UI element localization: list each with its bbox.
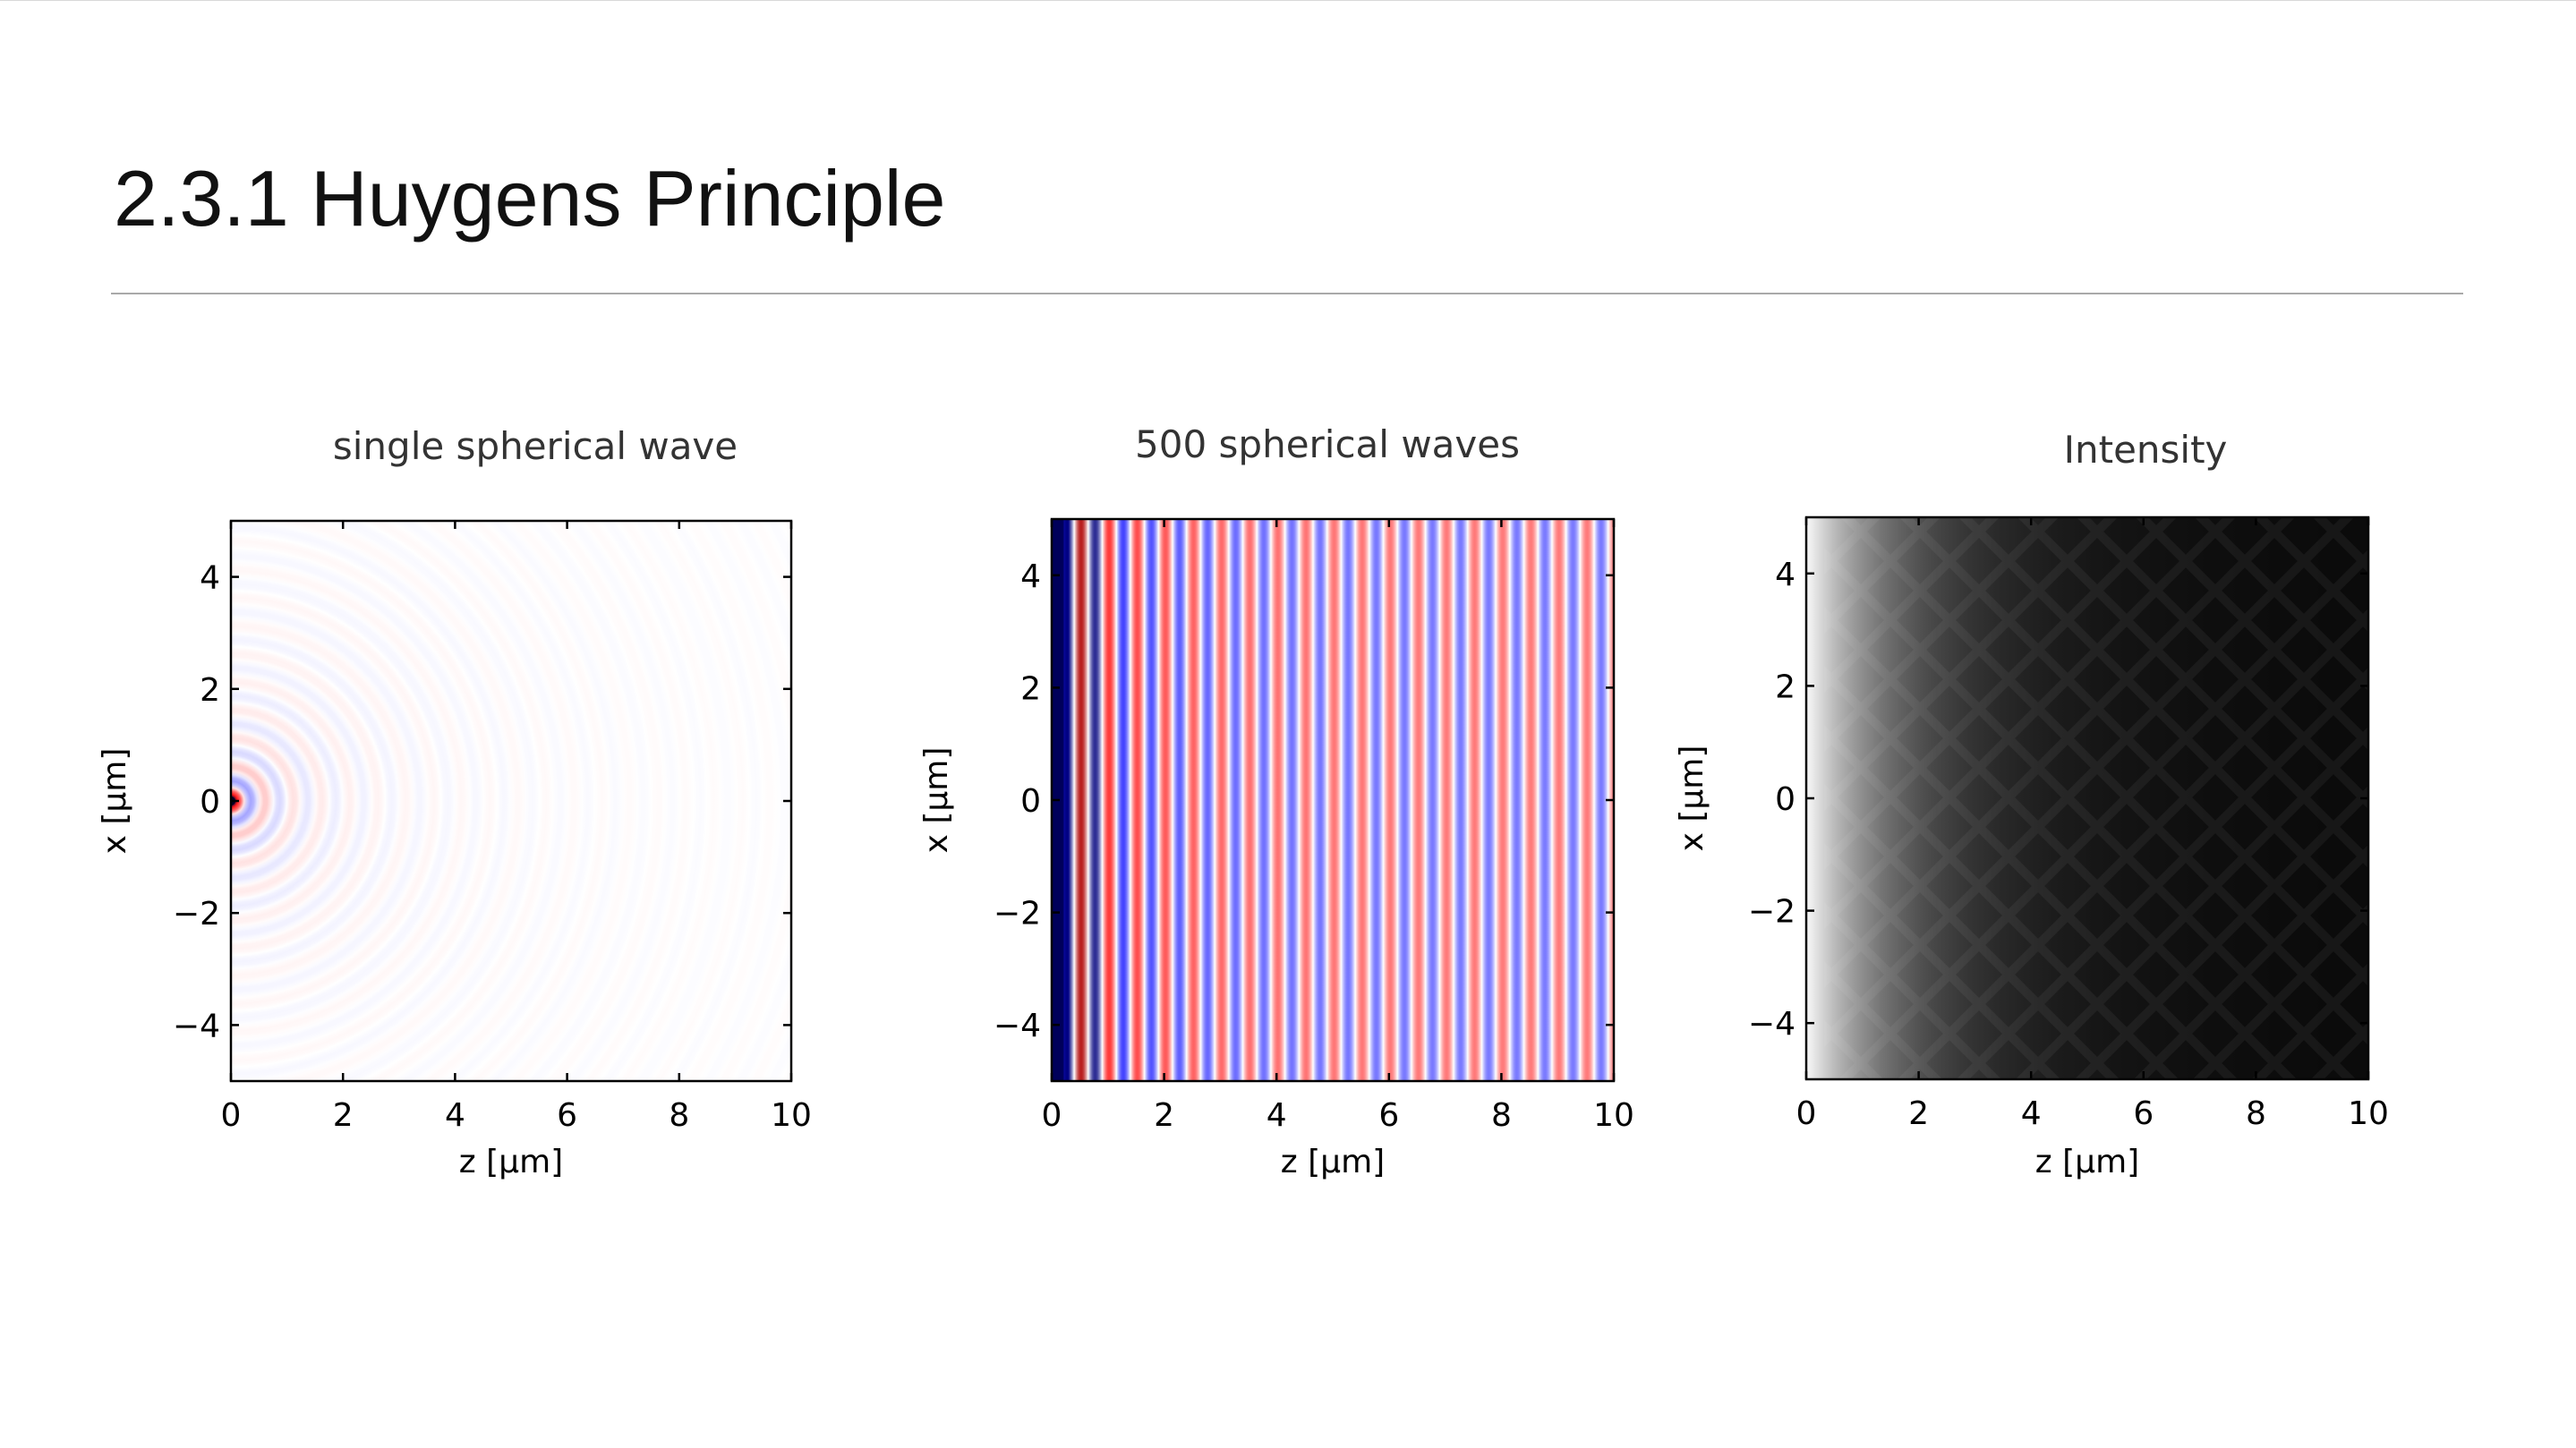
y-tick-label: 0 — [1775, 781, 1796, 818]
x-tick-label: 10 — [1593, 1097, 1634, 1134]
y-tick-label: 2 — [1775, 669, 1796, 705]
x-tick-label: 4 — [445, 1097, 465, 1134]
y-tick-label: −4 — [173, 1008, 220, 1044]
title-divider — [111, 293, 2463, 294]
x-tick-label: 6 — [557, 1097, 577, 1134]
panel-single-spherical-wave: 0 2 4 6 8 10 4 2 0 −2 −4 z [µm] x [µm] — [97, 519, 812, 1180]
y-axis-label: x [µm] — [918, 747, 955, 854]
intensity-ripple-overlay — [1824, 517, 2368, 1079]
y-axis-label: x [µm] — [97, 748, 133, 855]
y-tick-label: −4 — [1748, 1006, 1796, 1043]
heatmap-image — [1052, 519, 1614, 1081]
x-tick-label: 6 — [2133, 1095, 2154, 1132]
chart-title-500-waves: 500 spherical waves — [1135, 422, 1520, 466]
y-tick-label: −2 — [994, 896, 1041, 933]
x-tick-label: 10 — [771, 1097, 812, 1134]
panel-intensity: 0 2 4 6 8 10 4 2 0 −2 −4 z [µm] x [µm] — [1674, 515, 2389, 1180]
x-tick-label: 0 — [221, 1097, 242, 1134]
x-tick-label: 4 — [1267, 1097, 1287, 1134]
x-tick-label: 8 — [2246, 1095, 2266, 1132]
x-tick-label: 10 — [2348, 1095, 2389, 1132]
heatmap-image — [231, 521, 791, 1081]
x-tick-label: 0 — [1796, 1095, 1817, 1132]
x-tick-label: 2 — [333, 1097, 354, 1134]
y-tick-label: 0 — [1020, 783, 1041, 820]
x-axis-label: z [µm] — [1281, 1144, 1385, 1180]
y-tick-label: −2 — [173, 896, 220, 933]
slide-top-border — [0, 0, 2576, 1]
x-axis-label: z [µm] — [2035, 1144, 2139, 1180]
y-tick-label: 4 — [1775, 557, 1796, 593]
y-tick-label: 4 — [1020, 558, 1041, 595]
x-tick-label: 2 — [1908, 1095, 1929, 1132]
x-tick-label: 4 — [2021, 1095, 2042, 1132]
chart-title-single-wave: single spherical wave — [332, 424, 738, 468]
y-tick-label: 2 — [1020, 670, 1041, 707]
y-tick-label: 4 — [200, 560, 220, 597]
panel-500-spherical-waves: 0 2 4 6 8 10 4 2 0 −2 −4 z [µm] x [µm] — [918, 517, 1634, 1180]
y-tick-label: 0 — [200, 784, 220, 821]
x-tick-label: 0 — [1042, 1097, 1062, 1134]
x-tick-label: 8 — [669, 1097, 689, 1134]
y-tick-label: −2 — [1748, 894, 1796, 931]
y-tick-label: 2 — [200, 672, 220, 709]
slide-title: 2.3.1 Huygens Principle — [114, 154, 946, 243]
x-tick-label: 2 — [1154, 1097, 1174, 1134]
chart-title-intensity: Intensity — [2063, 428, 2228, 472]
y-tick-label: −4 — [994, 1008, 1041, 1044]
x-axis-label: z [µm] — [459, 1144, 563, 1180]
y-axis-label: x [µm] — [1674, 745, 1710, 852]
x-tick-label: 8 — [1491, 1097, 1512, 1134]
x-tick-label: 6 — [1378, 1097, 1399, 1134]
